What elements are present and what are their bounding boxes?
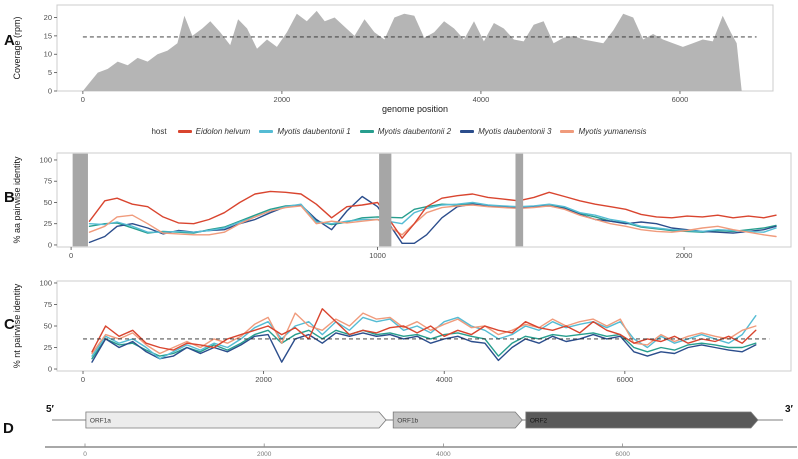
- scale-tick-label: 0: [83, 451, 87, 458]
- y-tick-label: 100: [39, 155, 52, 164]
- coverage-area: [82, 10, 742, 91]
- masked-region: [515, 153, 524, 247]
- series-line: [91, 308, 757, 353]
- orf-arrow-orf1a: [85, 411, 387, 429]
- panel-letter-b: B: [4, 189, 15, 206]
- coverage-y-axis-title: Coverage (rpm): [12, 16, 22, 79]
- aa-y-axis-title: % aa pairwise identity: [12, 156, 22, 244]
- coverage-chart: 0 2000 4000 6000 0 5 10 15 20 Coverage (rpm): [12, 4, 774, 104]
- legend-item: Myotis yumanensis: [560, 127, 647, 136]
- legend-item-label: Myotis daubentonii 2: [377, 127, 452, 136]
- x-tick-label: 2000: [255, 375, 272, 384]
- x-tick-label: 0: [81, 95, 85, 104]
- x-tick-label: 0: [69, 251, 73, 260]
- panel-letter-d: D: [3, 420, 14, 437]
- y-tick-label: 25: [44, 343, 52, 352]
- y-tick-label: 50: [44, 198, 52, 207]
- legend-title: host: [151, 127, 167, 136]
- legend-color-swatch: [359, 130, 374, 133]
- x-tick-label: 6000: [616, 375, 633, 384]
- y-tick-label: 25: [44, 219, 52, 228]
- x-tick-label: 2000: [274, 95, 291, 104]
- x-tick-label: 4000: [436, 375, 453, 384]
- scale-tick-label: 4000: [436, 451, 451, 458]
- series-line: [91, 332, 757, 363]
- x-tick-label: 6000: [672, 95, 689, 104]
- legend-item: Eidolon helvum: [177, 127, 251, 136]
- legend-color-swatch: [177, 130, 192, 133]
- orf-label: ORF1a: [90, 418, 111, 425]
- panel-letter-c: C: [4, 316, 15, 333]
- nt-chart: 0 2000 4000 6000 0 25 50 75 100 % nt pairwise ide…: [12, 278, 792, 384]
- y-tick-label: 0: [48, 240, 52, 249]
- legend-item-label: Eidolon helvum: [195, 127, 251, 136]
- genome-map: ORF1a ORF1b ORF2 5′ 3′ 0 2000 4000 6000: [45, 404, 797, 458]
- masked-region: [72, 153, 88, 247]
- y-tick-label: 75: [44, 300, 52, 309]
- x-tick-label: 1000: [369, 251, 386, 260]
- aa-chart: 0 1000 2000 0 25 50 75 100 % aa pairwise identit…: [12, 152, 792, 260]
- orf-label: ORF2: [530, 418, 548, 425]
- y-tick-label: 10: [44, 50, 52, 59]
- three-prime-label: 3′: [785, 404, 794, 415]
- legend-item: Myotis daubentonii 1: [259, 127, 351, 136]
- y-tick-label: 75: [44, 177, 52, 186]
- masked-region: [379, 153, 392, 247]
- series-line: [88, 201, 777, 233]
- panel-letter-a: A: [4, 32, 15, 49]
- legend: host Eidolon helvum Myotis daubentonii 1 M…: [0, 127, 798, 136]
- legend-color-swatch: [460, 130, 475, 133]
- series-line: [91, 329, 757, 360]
- series-line: [88, 204, 777, 238]
- y-tick-label: 20: [44, 13, 52, 22]
- legend-color-swatch: [259, 130, 274, 133]
- orf-arrow-orf1b: [392, 411, 523, 429]
- legend-item: Myotis daubentonii 2: [359, 127, 452, 136]
- x-tick-label: 4000: [473, 95, 490, 104]
- legend-item-label: Myotis daubentonii 3: [478, 127, 552, 136]
- x-tick-label: 0: [81, 375, 85, 384]
- series-line: [91, 312, 757, 355]
- y-tick-label: 0: [48, 365, 52, 374]
- y-tick-label: 100: [39, 278, 52, 287]
- five-prime-label: 5′: [46, 404, 55, 415]
- y-tick-label: 50: [44, 322, 52, 331]
- legend-color-swatch: [560, 130, 575, 133]
- y-tick-label: 15: [44, 31, 52, 40]
- orf-arrow-orf2: [525, 411, 759, 429]
- y-tick-label: 0: [48, 87, 52, 96]
- y-tick-label: 5: [48, 68, 52, 77]
- legend-item-label: Myotis yumanensis: [578, 127, 647, 136]
- scale-tick-label: 6000: [615, 451, 630, 458]
- scale-tick-label: 2000: [257, 451, 272, 458]
- legend-item: Myotis daubentonii 3: [460, 127, 551, 136]
- legend-item-label: Myotis daubentonii 1: [277, 127, 351, 136]
- nt-y-axis-title: % nt pairwise identity: [12, 283, 22, 368]
- orf-label: ORF1b: [397, 418, 418, 425]
- series-line: [88, 190, 777, 239]
- x-axis-title-genome-position: genome position: [381, 104, 449, 114]
- x-tick-label: 2000: [676, 251, 693, 260]
